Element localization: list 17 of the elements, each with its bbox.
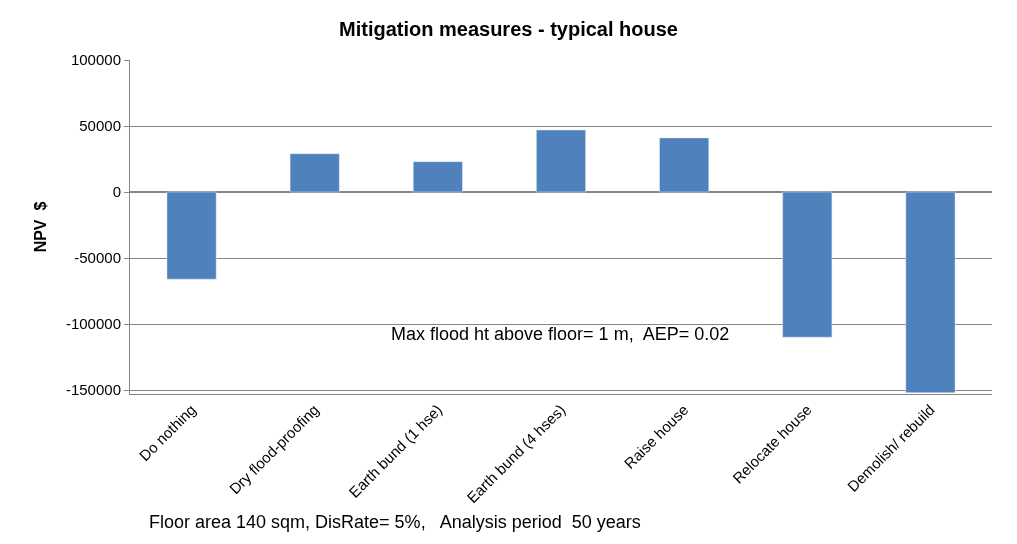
bar [166,191,217,280]
bar [412,161,463,193]
chart-title: Mitigation measures - typical house [339,17,678,40]
bar [536,129,586,193]
bar [905,191,956,393]
y-tick-label: 0 [112,183,121,201]
text: Floor area 140 sqm, DisRate= 5%, Analysis period 50 years [149,512,641,532]
y-tick-label: 100000 [70,51,121,69]
y-tick-label: 50000 [79,117,121,135]
y-axis-title: NPV $ [31,201,49,253]
bar [782,191,833,338]
y-tick-label: -150000 [65,381,121,399]
annotation: Max flood ht above floor= 1 m, AEP= 0.02 [391,324,730,344]
bar [659,137,710,193]
y-tick-label: -50000 [74,249,121,267]
bar [289,153,340,193]
y-tick-label: -100000 [65,315,121,333]
